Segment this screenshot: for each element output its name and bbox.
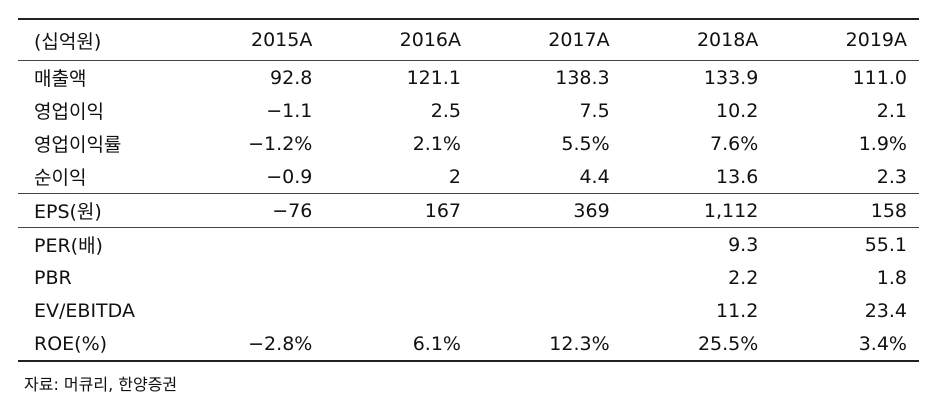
table-cell: 5.5% xyxy=(561,132,610,155)
table-cell: −1.2% xyxy=(248,132,313,155)
row-label: 매출액 xyxy=(34,68,87,90)
table-row-operating-margin: 영업이익률 −1.2% 2.1% 5.5% 7.6% 1.9% xyxy=(18,127,919,160)
source-note: 자료: 머큐리, 한양증권 xyxy=(24,375,178,394)
row-label: 영업이익률 xyxy=(34,134,122,156)
year-header: 2018A xyxy=(696,29,759,51)
table-cell: 1.9% xyxy=(858,132,907,155)
table-cell: 2.1% xyxy=(412,132,461,155)
table-cell: 7.6% xyxy=(710,132,759,155)
table-row-eps: EPS(원) −76 167 369 1,112 158 xyxy=(18,193,919,228)
table-cell: 12.3% xyxy=(549,332,610,355)
table-cell: 1.8 xyxy=(876,266,907,289)
table-cell: 92.8 xyxy=(270,66,313,89)
financial-summary-table: (십억원) 2015A 2016A 2017A 2018A 2019A 매출액 … xyxy=(18,18,919,362)
table-cell: 2.1 xyxy=(876,99,907,122)
table-cell xyxy=(473,228,622,262)
table-cell: 2.3 xyxy=(876,165,907,188)
table-cell: −0.9 xyxy=(266,165,313,188)
table-cell: 25.5% xyxy=(697,332,759,355)
table-row-revenue: 매출액 92.8 121.1 138.3 133.9 111.0 xyxy=(18,61,919,95)
table-cell: −1.1 xyxy=(266,99,313,122)
table-cell: 369 xyxy=(573,199,610,222)
table-row-per: PER(배) 9.3 55.1 xyxy=(18,227,919,262)
table-row-net-income: 순이익 −0.9 2 4.4 13.6 2.3 xyxy=(18,160,919,194)
table-cell: 158 xyxy=(870,199,907,222)
table-cell: 167 xyxy=(424,199,461,222)
table-cell xyxy=(473,261,622,294)
financial-table-container: (십억원) 2015A 2016A 2017A 2018A 2019A 매출액 … xyxy=(18,18,919,362)
unit-header: (십억원) xyxy=(34,30,102,53)
table-cell: 11.2 xyxy=(716,299,759,322)
row-label: PER(배) xyxy=(34,235,103,257)
table-cell: −2.8% xyxy=(248,332,313,355)
row-label: 영업이익 xyxy=(34,101,104,123)
table-cell xyxy=(176,294,325,327)
row-label: 순이익 xyxy=(34,167,87,189)
table-cell: 2.5 xyxy=(430,99,461,122)
table-cell: 1,112 xyxy=(703,199,759,222)
table-cell: 3.4% xyxy=(858,332,907,355)
table-cell xyxy=(176,261,325,294)
table-cell: −76 xyxy=(272,199,313,222)
table-cell: 121.1 xyxy=(406,66,461,89)
table-cell xyxy=(473,294,622,327)
table-row-ev-ebitda: EV/EBITDA 11.2 23.4 xyxy=(18,294,919,327)
table-cell: 13.6 xyxy=(716,165,759,188)
table-cell: 2 xyxy=(448,165,461,188)
table-row-operating-profit: 영업이익 −1.1 2.5 7.5 10.2 2.1 xyxy=(18,94,919,127)
year-header: 2017A xyxy=(548,29,610,51)
table-cell: 6.1% xyxy=(412,332,461,355)
table-cell xyxy=(324,228,473,262)
table-header-row: (십억원) 2015A 2016A 2017A 2018A 2019A xyxy=(18,19,919,61)
table-cell xyxy=(324,261,473,294)
row-label: PBR xyxy=(34,266,72,289)
table-cell: 10.2 xyxy=(716,99,759,122)
table-cell: 4.4 xyxy=(579,165,610,188)
table-cell: 133.9 xyxy=(703,66,759,89)
table-cell xyxy=(324,294,473,327)
year-header: 2016A xyxy=(399,29,461,51)
row-label: EV/EBITDA xyxy=(34,299,135,322)
table-cell: 55.1 xyxy=(864,233,907,256)
year-header: 2019A xyxy=(845,29,907,51)
table-cell: 7.5 xyxy=(579,99,610,122)
table-cell: 23.4 xyxy=(864,299,907,322)
row-label: ROE(%) xyxy=(34,332,108,355)
table-row-pbr: PBR 2.2 1.8 xyxy=(18,261,919,294)
year-header: 2015A xyxy=(250,29,313,51)
table-cell xyxy=(176,228,325,262)
table-row-roe: ROE(%) −2.8% 6.1% 12.3% 25.5% 3.4% xyxy=(18,327,919,361)
row-label: EPS(원) xyxy=(34,201,102,223)
table-cell: 9.3 xyxy=(728,233,759,256)
table-cell: 138.3 xyxy=(555,66,610,89)
table-cell: 111.0 xyxy=(852,66,907,89)
table-cell: 2.2 xyxy=(728,266,759,289)
